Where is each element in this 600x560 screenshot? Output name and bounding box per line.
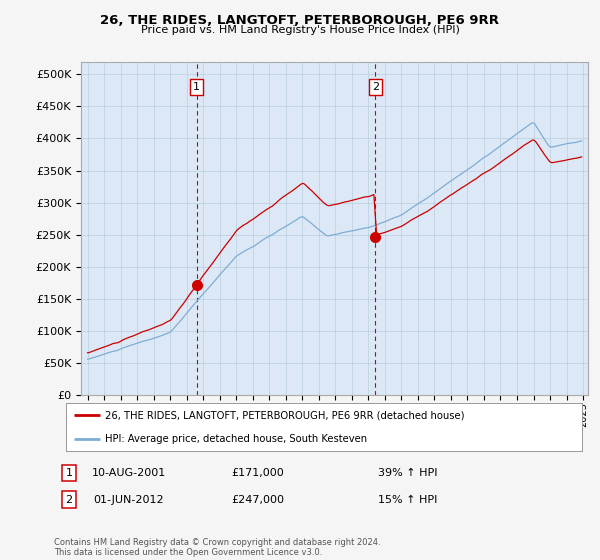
Text: 26, THE RIDES, LANGTOFT, PETERBOROUGH, PE6 9RR (detached house): 26, THE RIDES, LANGTOFT, PETERBOROUGH, P… [104,410,464,420]
Text: 01-JUN-2012: 01-JUN-2012 [94,494,164,505]
Text: £171,000: £171,000 [232,468,284,478]
Text: 1: 1 [193,82,200,92]
Text: 2: 2 [65,494,73,505]
Text: HPI: Average price, detached house, South Kesteven: HPI: Average price, detached house, Sout… [104,434,367,444]
Text: 15% ↑ HPI: 15% ↑ HPI [378,494,437,505]
Text: 39% ↑ HPI: 39% ↑ HPI [378,468,437,478]
Text: 2: 2 [372,82,379,92]
Text: Contains HM Land Registry data © Crown copyright and database right 2024.
This d: Contains HM Land Registry data © Crown c… [54,538,380,557]
Text: 1: 1 [65,468,73,478]
Text: 26, THE RIDES, LANGTOFT, PETERBOROUGH, PE6 9RR: 26, THE RIDES, LANGTOFT, PETERBOROUGH, P… [101,14,499,27]
Text: £247,000: £247,000 [232,494,284,505]
Text: Price paid vs. HM Land Registry's House Price Index (HPI): Price paid vs. HM Land Registry's House … [140,25,460,35]
Text: 10-AUG-2001: 10-AUG-2001 [92,468,166,478]
